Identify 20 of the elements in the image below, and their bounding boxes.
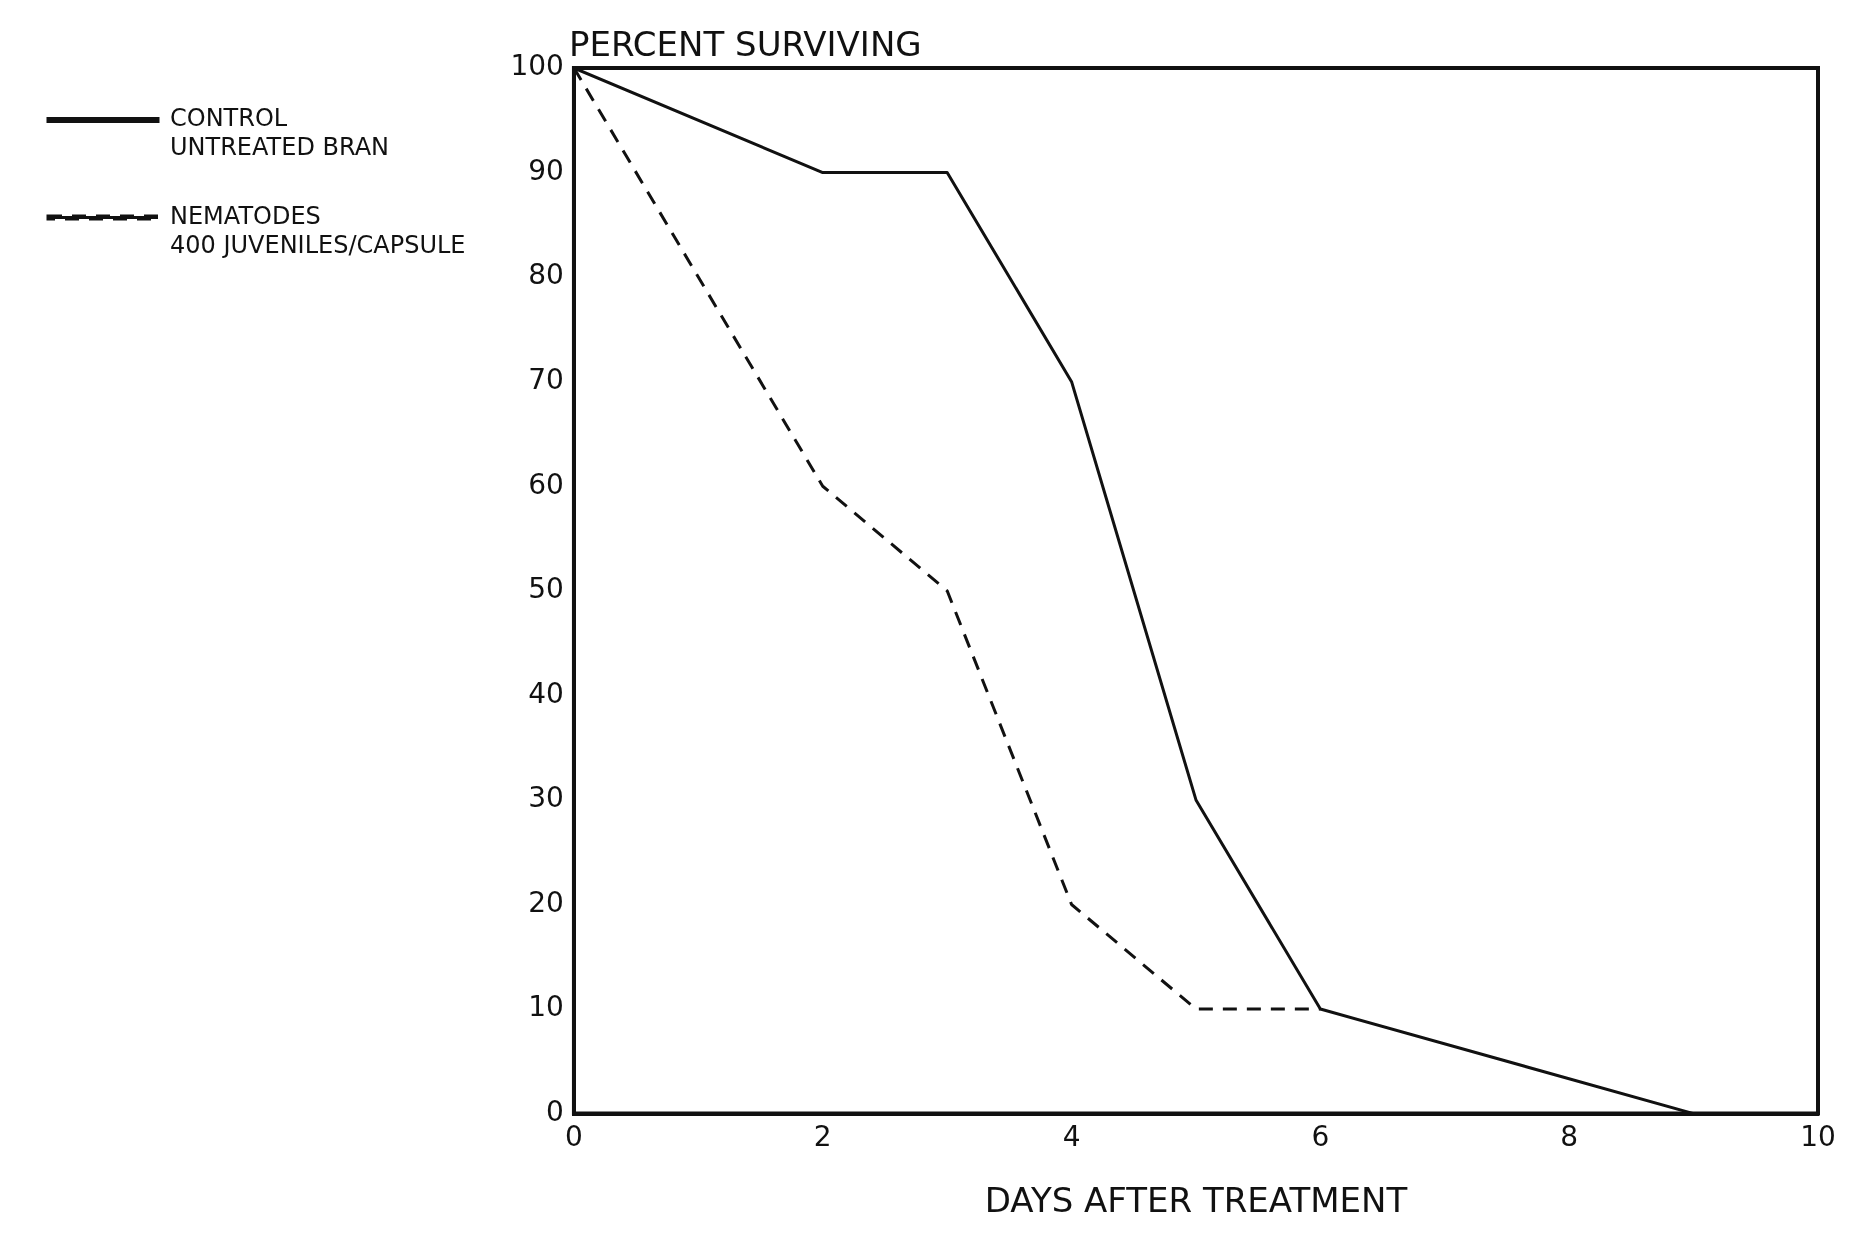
y-tick-label: 30 — [528, 781, 564, 815]
legend-label: CONTROL UNTREATED BRAN — [170, 104, 390, 162]
y-axis-title: PERCENT SURVIVING — [568, 23, 922, 64]
y-tick-label: 70 — [528, 362, 564, 396]
y-tick-label: 10 — [528, 990, 564, 1024]
y-tick-label: 0 — [546, 1094, 564, 1128]
y-tick-label: 90 — [528, 153, 564, 187]
y-tick-label: 100 — [510, 49, 564, 83]
x-axis-title: DAYS AFTER TREATMENT — [984, 1180, 1408, 1221]
legend-label: NEMATODES 400 JUVENILES/CAPSULE — [170, 201, 466, 259]
x-tick-label: 4 — [1062, 1119, 1081, 1153]
y-tick-label: 60 — [528, 467, 564, 501]
y-tick-label: 40 — [528, 676, 564, 710]
y-tick-label: 80 — [528, 258, 564, 292]
x-tick-label: 6 — [1311, 1119, 1330, 1153]
x-tick-label: 8 — [1560, 1119, 1579, 1153]
x-tick-label: 10 — [1800, 1119, 1836, 1153]
y-tick-label: 20 — [528, 885, 564, 919]
y-tick-label: 50 — [528, 572, 564, 606]
x-tick-label: 2 — [813, 1119, 832, 1153]
